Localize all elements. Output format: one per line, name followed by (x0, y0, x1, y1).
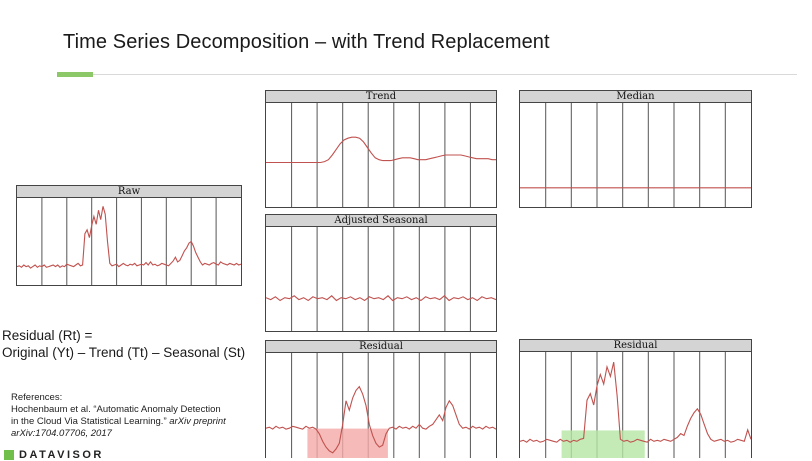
median-plot (520, 103, 751, 207)
anomaly-highlight (307, 428, 388, 458)
adjusted-seasonal-plot-area (265, 227, 497, 332)
residual-median-plot (520, 352, 751, 458)
company-logo: DATAVISOR (4, 449, 104, 461)
formula-line-2: Original (Yt) – Trend (Tt) – Seasonal (S… (2, 345, 246, 360)
references: References: Hochenbaum et al. “Automatic… (11, 392, 226, 440)
residual-median-panel-title: Residual (519, 339, 752, 352)
formula-line-1: Residual (Rt) = (2, 328, 93, 343)
trend-panel: Trend (265, 90, 497, 208)
reference-line-1: Hochenbaum et al. “Automatic Anomaly Det… (11, 404, 221, 415)
logo-mark-icon (4, 450, 14, 461)
residual-trend-plot-area (265, 353, 497, 458)
median-panel-title: Median (519, 90, 752, 103)
trend-panel-title: Trend (265, 90, 497, 103)
residual-trend-plot (266, 353, 496, 458)
median-plot-area (519, 103, 752, 208)
reference-line-3: arXiv:1704.07706, 2017 (11, 428, 112, 439)
series-line (266, 385, 496, 454)
trend-plot (266, 103, 496, 207)
raw-plot (17, 198, 241, 285)
title-divider (57, 74, 797, 75)
raw-panel: Raw (16, 185, 242, 286)
reference-line-2-text: in the Cloud Via Statistical Learning.” (11, 416, 170, 427)
residual-trend-panel: Residual (265, 340, 497, 458)
series-line (266, 136, 496, 164)
raw-panel-title: Raw (16, 185, 242, 198)
residual-trend-panel-title: Residual (265, 340, 497, 353)
residual-median-plot-area (519, 352, 752, 458)
title-accent-bar (57, 72, 93, 77)
references-heading: References: (11, 392, 63, 403)
anomaly-highlight (561, 430, 645, 458)
residual-formula: Residual (Rt) = Original (Yt) – Trend (T… (2, 327, 245, 361)
trend-plot-area (265, 103, 497, 208)
series-line (266, 295, 496, 302)
reference-line-2: in the Cloud Via Statistical Learning.” … (11, 416, 226, 428)
residual-median-panel: Residual (519, 339, 752, 458)
adjusted-seasonal-panel: Adjusted Seasonal (265, 214, 497, 332)
reference-line-2-italic: arXiv preprint (169, 416, 226, 427)
logo-text: DATAVISOR (19, 449, 104, 461)
slide-title: Time Series Decomposition – with Trend R… (63, 31, 550, 53)
series-line (520, 361, 751, 443)
median-panel: Median (519, 90, 752, 208)
raw-plot-area (16, 198, 242, 286)
adjusted-seasonal-plot (266, 227, 496, 331)
adjusted-seasonal-panel-title: Adjusted Seasonal (265, 214, 497, 227)
series-line (17, 206, 241, 269)
